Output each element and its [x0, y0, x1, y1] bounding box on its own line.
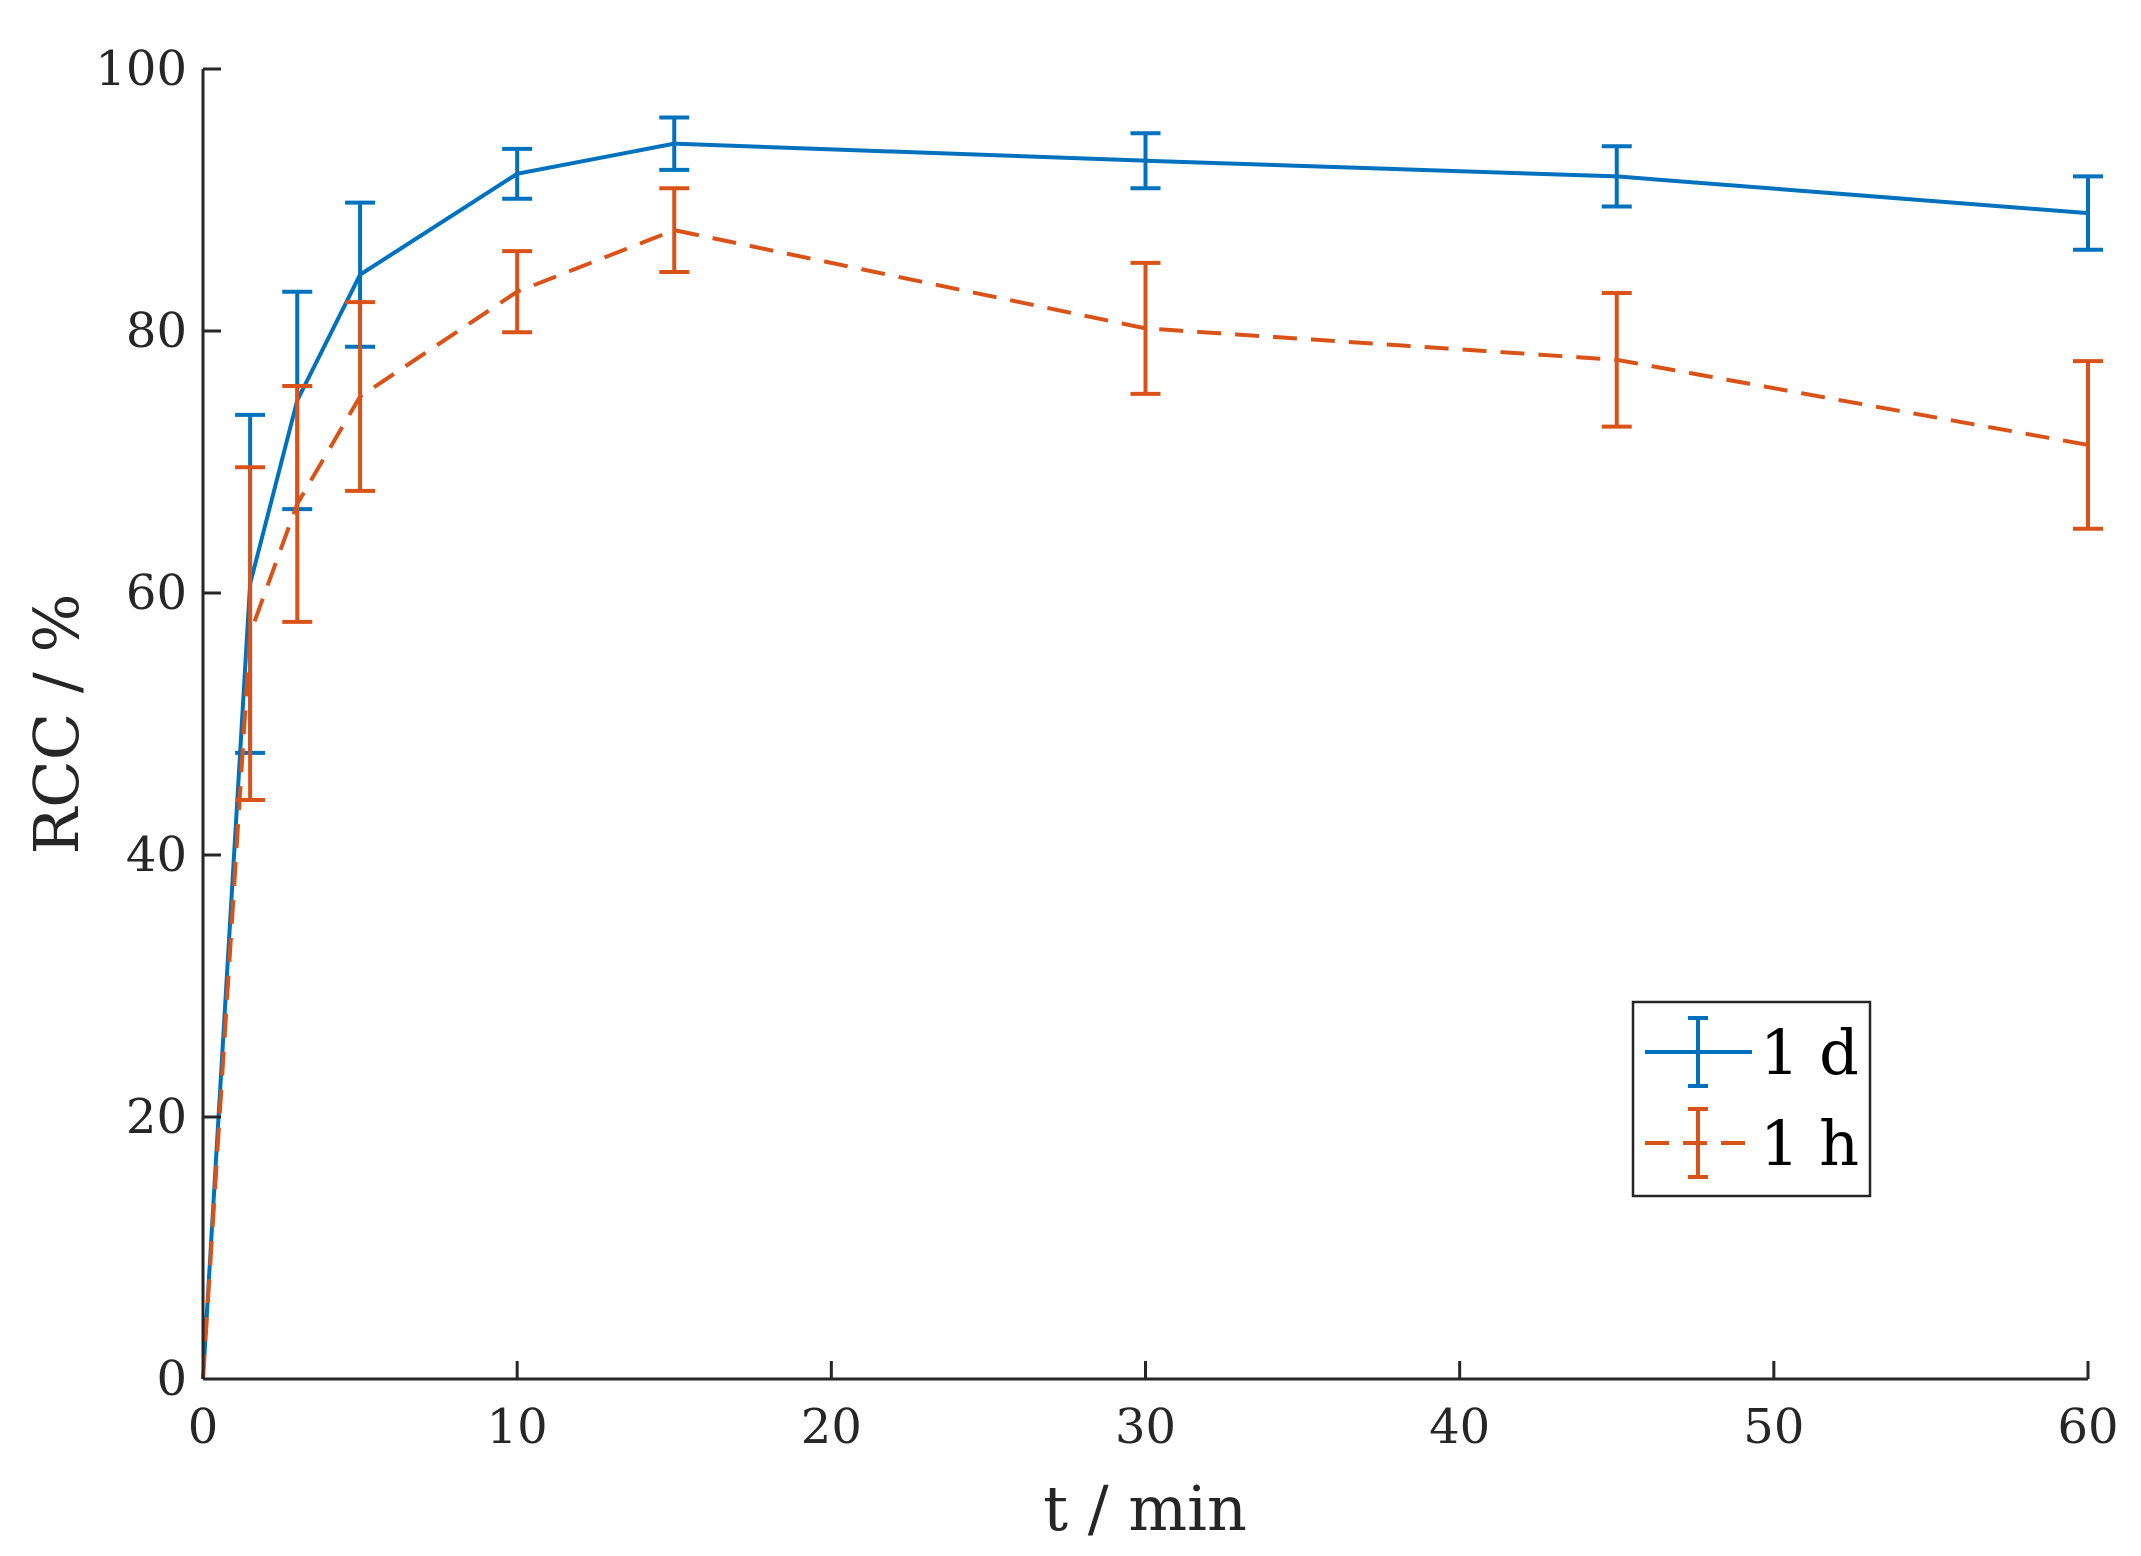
y-tick-label: 40: [126, 827, 187, 883]
plot-area: [201, 115, 2103, 1380]
x-tick-label: 10: [487, 1399, 548, 1455]
x-tick-label: 20: [801, 1399, 862, 1455]
legend-label: 1 h: [1760, 1107, 1859, 1180]
y-tick-label: 0: [156, 1351, 187, 1407]
legend-label: 1 d: [1760, 1016, 1859, 1089]
y-tick-label: 80: [126, 303, 187, 359]
x-tick-label: 30: [1115, 1399, 1176, 1455]
series-line-2: [201, 228, 2089, 1380]
x-tick-label: 50: [1743, 1399, 1804, 1455]
x-axis-label: t / min: [1043, 1472, 1247, 1545]
y-tick-label: 20: [126, 1089, 187, 1145]
axes: 0 10 20 30 40 50 60 0 20 40 60 80 100: [95, 41, 2118, 1455]
legend-box: [1631, 1000, 1872, 1198]
y-tick-label: 100: [95, 41, 187, 97]
legend: 1 d1 h: [1631, 1000, 1872, 1198]
x-tick-label: 40: [1429, 1399, 1490, 1455]
x-tick-label: 60: [2057, 1399, 2118, 1455]
y-axis-label: RCC / %: [20, 594, 93, 855]
y-tick-label: 60: [126, 565, 187, 621]
x-tick-label: 0: [188, 1399, 219, 1455]
